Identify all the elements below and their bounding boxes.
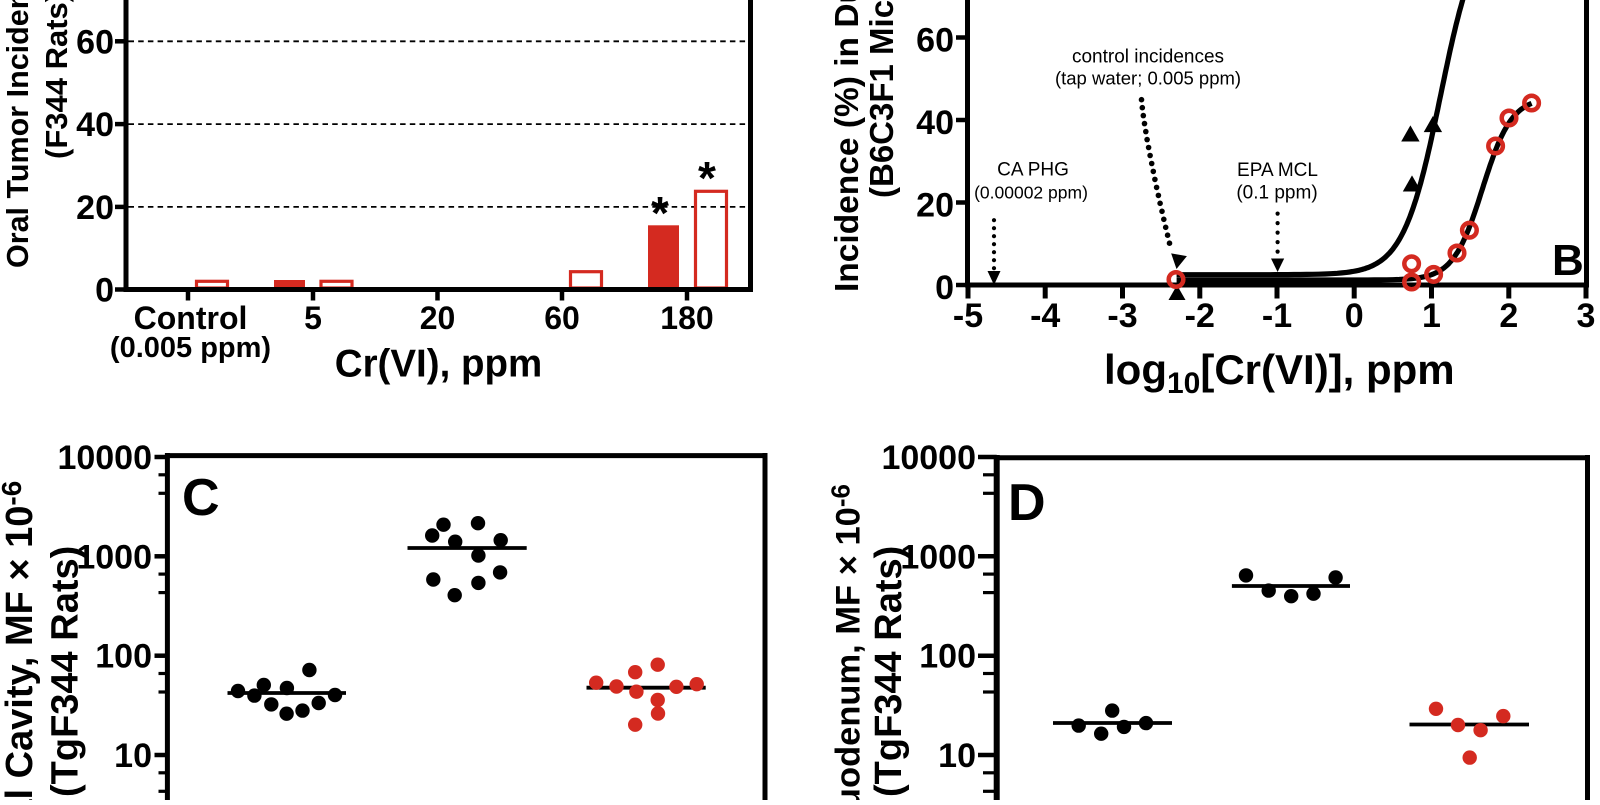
svg-text:EPA MCL: EPA MCL — [1237, 160, 1318, 181]
svg-text:60: 60 — [544, 300, 580, 336]
svg-text:3: 3 — [1577, 297, 1596, 335]
svg-text:-2: -2 — [1185, 297, 1215, 335]
svg-text:0: 0 — [935, 269, 954, 307]
svg-text:*: * — [651, 187, 669, 239]
svg-text:1000: 1000 — [900, 538, 976, 576]
svg-text:Oral Tumor Incidence (%): Oral Tumor Incidence (%) — [1, 0, 35, 268]
svg-text:5: 5 — [304, 300, 322, 336]
svg-text:-1: -1 — [1262, 297, 1292, 335]
svg-text:-4: -4 — [1030, 297, 1060, 335]
svg-text:1000: 1000 — [76, 538, 152, 576]
svg-text:40: 40 — [916, 104, 954, 142]
svg-text:10000: 10000 — [57, 439, 152, 477]
svg-text:Cr(VI), ppm: Cr(VI), ppm — [335, 343, 542, 386]
svg-text:log10[Cr(VI)], ppm: log10[Cr(VI)], ppm — [1104, 346, 1455, 400]
svg-text:40: 40 — [76, 106, 114, 144]
svg-text:10: 10 — [114, 737, 152, 775]
svg-text:(TgF344 Rats): (TgF344 Rats) — [45, 546, 87, 797]
svg-text:(0.005 ppm): (0.005 ppm) — [110, 332, 271, 364]
svg-text:Control: Control — [134, 300, 248, 336]
svg-text:(tap water; 0.005 ppm): (tap water; 0.005 ppm) — [1055, 68, 1241, 89]
svg-text:2: 2 — [1499, 297, 1518, 335]
svg-text:(0.1 ppm): (0.1 ppm) — [1236, 183, 1317, 204]
svg-text:100: 100 — [95, 638, 152, 676]
svg-text:Duodenum, MF × 10-6: Duodenum, MF × 10-6 — [826, 484, 868, 800]
svg-text:Incidence (%) in Duodenum: Incidence (%) in Duodenum — [829, 0, 866, 292]
svg-text:(0.00002 ppm): (0.00002 ppm) — [974, 182, 1088, 202]
svg-text:60: 60 — [76, 23, 114, 61]
svg-text:*: * — [698, 152, 716, 204]
svg-text:D: D — [1008, 474, 1046, 532]
svg-text:0: 0 — [1345, 297, 1364, 335]
svg-text:20: 20 — [420, 300, 456, 336]
svg-text:Oral Cavity, MF × 10-6: Oral Cavity, MF × 10-6 — [0, 481, 41, 800]
svg-text:control incidences: control incidences — [1072, 47, 1224, 68]
svg-text:B: B — [1552, 236, 1584, 285]
svg-text:20: 20 — [76, 189, 114, 227]
svg-text:1: 1 — [1422, 297, 1441, 335]
svg-text:10000: 10000 — [881, 439, 976, 477]
svg-text:C: C — [182, 469, 220, 527]
svg-text:(F344 Rats): (F344 Rats) — [39, 0, 74, 159]
svg-text:20: 20 — [916, 187, 954, 225]
svg-text:0: 0 — [95, 272, 114, 310]
svg-text:100: 100 — [919, 638, 976, 676]
svg-text:-3: -3 — [1107, 297, 1137, 335]
svg-text:10: 10 — [938, 737, 976, 775]
svg-text:60: 60 — [916, 22, 954, 60]
svg-text:-5: -5 — [953, 297, 983, 335]
svg-text:(B6C3F1 Mice): (B6C3F1 Mice) — [863, 0, 900, 198]
svg-text:(TgF344 Rats): (TgF344 Rats) — [868, 546, 910, 797]
svg-text:180: 180 — [660, 300, 713, 336]
svg-text:CA PHG: CA PHG — [997, 160, 1069, 181]
